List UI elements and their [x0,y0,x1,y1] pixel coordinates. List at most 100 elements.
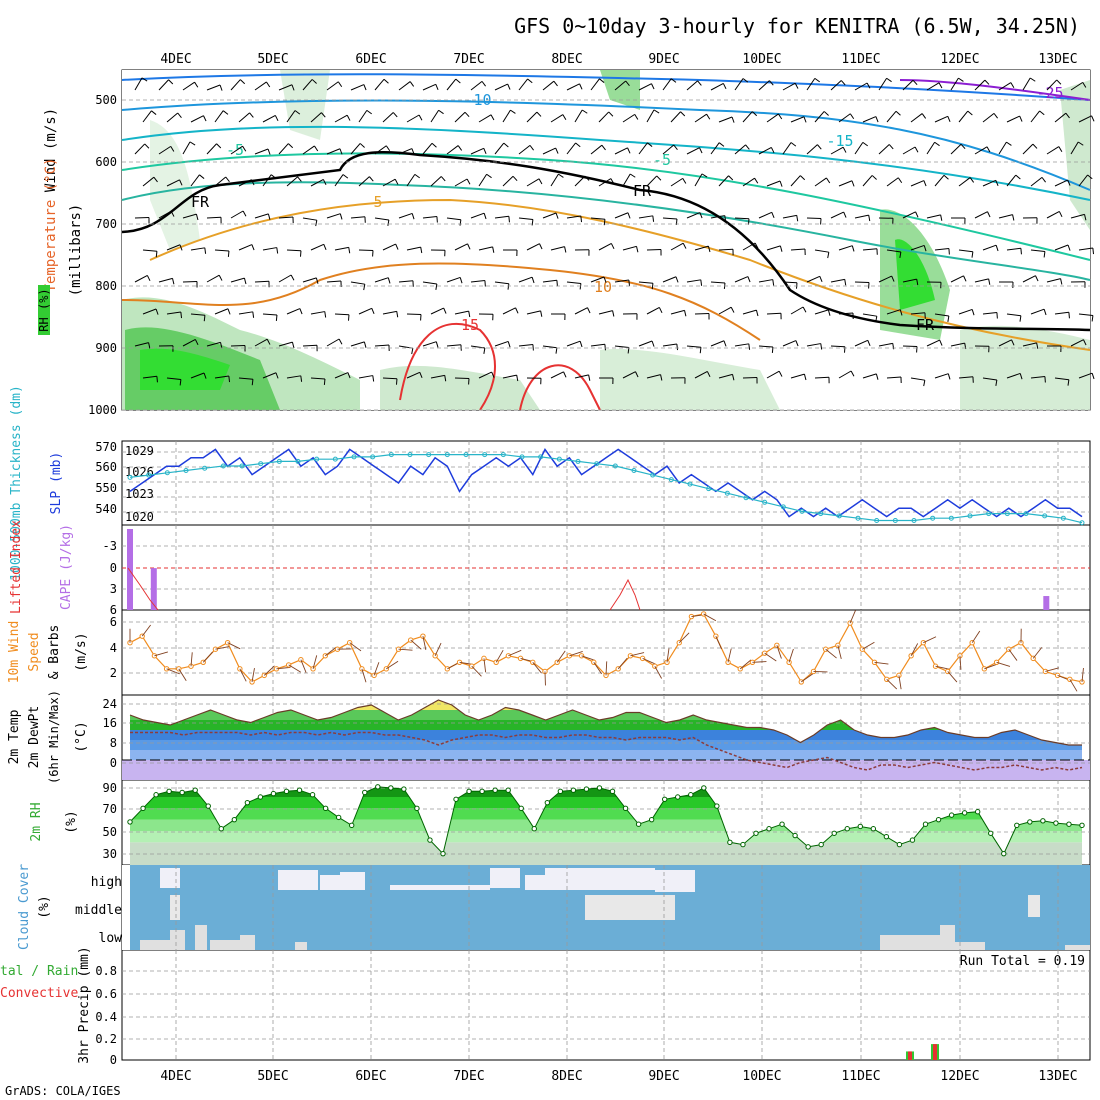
wind-barb [374,217,390,226]
wind-barb [142,249,158,258]
wind-barb [764,652,777,662]
wind-barb [550,246,567,253]
wind-barb [662,144,678,155]
wind-barb [666,648,670,663]
label-wind10-b: Speed [27,632,42,671]
wind-barb [662,276,679,283]
wind-barb [838,180,855,187]
wind-barb [1006,372,1023,380]
wind-barb [598,242,615,251]
wind-barb [862,373,879,380]
rh-point [375,784,381,790]
wind-barb [958,308,975,316]
wind-barb [590,343,606,351]
tick-label: 8 [110,736,117,750]
label-wind10-c: & Barbs [47,625,62,680]
wind-barb [934,373,951,380]
wind-barb [478,246,495,253]
wind-barb [1045,667,1060,672]
rh-point [1079,822,1085,829]
wind-barb [494,83,511,91]
pressure-tick-label: 1000 [88,403,117,417]
wind-barb [182,141,196,155]
wind-barb [638,281,654,290]
rh-point [948,812,955,818]
cloud-high-gap [278,870,318,890]
wind-barb [902,146,919,155]
date-label-bottom: 12DEC [940,1069,979,1084]
thickness-point [780,504,786,510]
wind-barb [373,662,380,676]
wind-barb [503,249,518,257]
thickness-point [743,495,749,501]
wind-barb [934,174,949,187]
wind-barb [974,146,991,155]
rh-point [844,826,850,832]
wind-barb [638,340,655,347]
wind-barb [886,309,903,316]
wind-barb [982,112,998,123]
wind-barb [550,114,567,123]
wind-barb [182,81,199,91]
wind-barb [350,143,365,155]
cloud-low [140,940,170,950]
wind-barb [670,242,687,251]
label-temperature: Temperature (°C) [43,158,59,293]
wind-barb [686,279,703,286]
wind-barb [886,177,903,187]
date-label-top: 13DEC [1038,52,1077,67]
contour-label: 10 [594,278,612,296]
wind-barb [178,668,187,681]
wind-barb [190,652,193,667]
wind-barb [454,310,471,318]
wind-barb [542,345,558,354]
wind-barb [838,245,855,252]
wind-barb [638,83,655,91]
wind-barb [494,215,510,223]
rh-point [244,799,251,806]
wind-barb [982,312,998,319]
rh-point [348,822,355,829]
wind-barb [166,179,183,187]
wind-barb [878,144,894,155]
wind-barb [642,657,656,665]
wind-barb [758,279,775,286]
wind-barb [398,212,415,220]
date-label-top: 10DEC [742,52,781,67]
rh-point [1040,818,1046,824]
wind-barb [622,245,639,253]
panel-frame [121,949,1091,1061]
wind-barb [1046,278,1063,285]
wind-barb [286,308,303,315]
rh-point [231,816,238,823]
wind-barb [886,376,902,384]
wind-barb [739,659,752,670]
wind-barb [494,340,511,348]
wind-barb [854,141,868,155]
wind-barb [286,375,303,382]
tick-label: 16 [103,716,117,730]
wind-barb [478,371,495,379]
rh-point [583,786,590,792]
wind-barb [478,313,494,321]
wind-barb [494,281,510,290]
wind-barb [238,244,255,251]
wind-barb [902,278,919,286]
wind-barb [926,141,940,155]
rh-point [974,809,981,815]
wind-barb [825,648,837,659]
wind-barb [958,110,973,123]
wind-barb [288,664,301,673]
wind-barb [574,109,588,123]
wind-barb [278,216,294,224]
wind-barb [752,661,767,663]
wind-barb [758,345,774,353]
thickness-point [295,458,301,464]
wind-barb [526,178,543,187]
tick-label: 6 [110,615,117,629]
wind-barb [947,671,958,683]
cloud-high-gap [490,868,520,888]
rh-point [322,805,329,812]
wind-barb [971,630,981,643]
date-label-top: 8DEC [551,52,582,67]
